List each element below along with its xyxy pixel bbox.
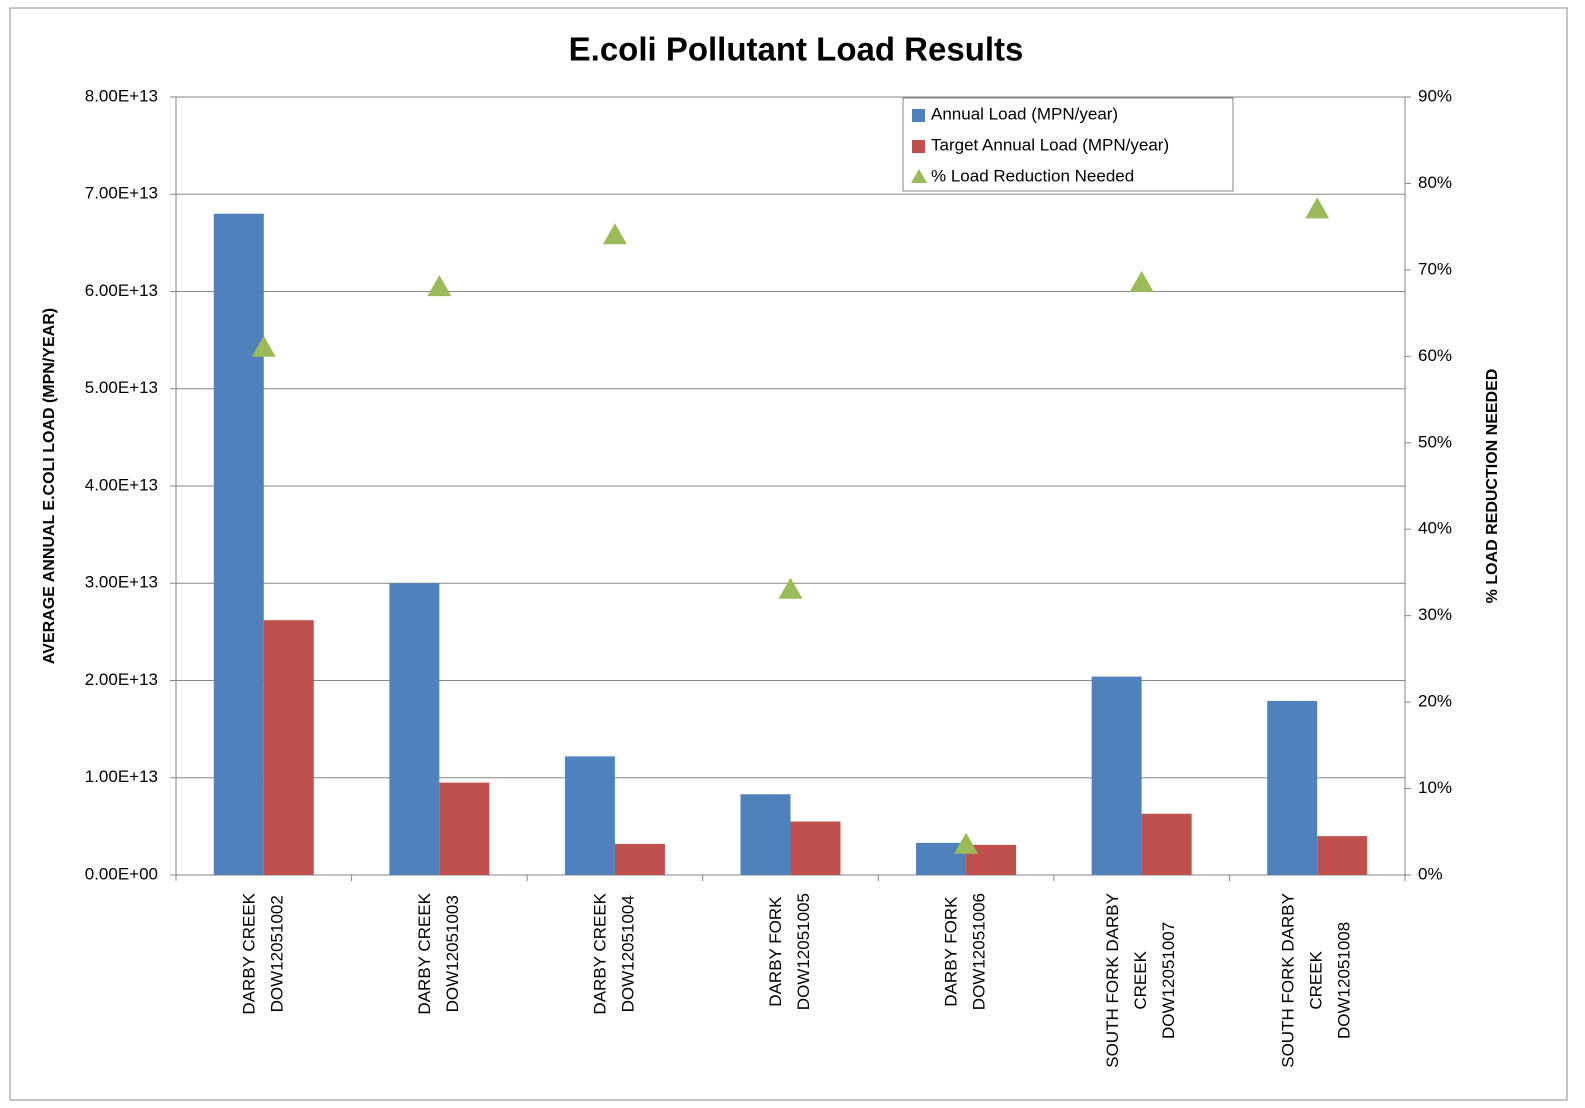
y2-tick-label: 60% (1418, 346, 1452, 365)
x-tick-label: DOW12051007 (1159, 922, 1178, 1039)
x-tick-label-group: SOUTH FORK DARBY CREEK DOW12051008 (1279, 893, 1354, 1068)
legend-swatch (912, 140, 925, 153)
y2-tick-label: 20% (1418, 692, 1452, 711)
bar (1091, 676, 1142, 875)
legend-box (902, 97, 1234, 192)
y2-tick-label: 40% (1418, 519, 1452, 538)
x-tick-label: SOUTH FORK DARBY (1279, 893, 1298, 1068)
y2-tick-label: 80% (1418, 173, 1452, 192)
chart-title: E.coli Pollutant Load Results (569, 31, 1024, 68)
x-tick-label: DARBY CREEK (590, 892, 609, 1014)
bar (213, 213, 264, 875)
y2-tick-label: 0% (1418, 864, 1443, 883)
x-tick-label-group: DARBY CREEK DOW12051002 (239, 892, 286, 1014)
y-tick-label: 8.00E+13 (85, 86, 158, 105)
bar (263, 620, 314, 875)
y2-axis-title: % LOAD REDUCTION NEEDED (1484, 369, 1501, 604)
x-tick-label: DOW12051006 (970, 893, 989, 1010)
bar (790, 821, 841, 875)
y2-tick-label: 90% (1418, 86, 1452, 105)
bar (1317, 836, 1368, 875)
x-tick-label: SOUTH FORK DARBY (1103, 893, 1122, 1068)
legend-label: % Load Reduction Needed (931, 166, 1134, 185)
y-tick-label: 4.00E+13 (85, 475, 158, 494)
legend-label: Target Annual Load (MPN/year) (931, 135, 1169, 154)
legend-swatch (911, 169, 927, 183)
bar (1141, 813, 1192, 875)
x-tick-label-group: DARBY CREEK DOW12051004 (590, 892, 637, 1014)
y2-tick-label: 70% (1418, 259, 1452, 278)
x-tick-label: DOW12051003 (443, 895, 462, 1012)
x-tick-label: CREEK (1131, 950, 1150, 1009)
x-tick-label-group: DARBY CREEK DOW12051003 (415, 892, 462, 1014)
triangle-marker (251, 335, 276, 357)
y-tick-label: 5.00E+13 (85, 378, 158, 397)
y-tick-label: 1.00E+13 (85, 767, 158, 786)
x-tick-label-group: DARBY FORK DOW12051006 (942, 893, 989, 1010)
x-tick-label: DOW12051004 (618, 895, 637, 1012)
x-tick-label-group: SOUTH FORK DARBY CREEK DOW12051007 (1103, 893, 1178, 1068)
triangle-marker (602, 223, 627, 245)
x-tick-label: DARBY FORK (942, 896, 961, 1007)
chart-border (9, 7, 1568, 1101)
bar (1267, 700, 1318, 875)
x-tick-label: DARBY CREEK (239, 892, 258, 1014)
y-tick-label: 6.00E+13 (85, 281, 158, 300)
triangle-marker (954, 832, 979, 854)
x-tick-label: CREEK (1307, 950, 1326, 1009)
triangle-marker (1305, 197, 1330, 219)
x-tick-label: DARBY CREEK (415, 892, 434, 1014)
y2-tick-label: 50% (1418, 432, 1452, 451)
y-tick-label: 2.00E+13 (85, 670, 158, 689)
triangle-marker (427, 275, 452, 297)
x-tick-label: DOW12051002 (267, 895, 286, 1012)
bar (439, 782, 490, 875)
bar (740, 794, 791, 875)
x-tick-label: DARBY FORK (766, 896, 785, 1007)
triangle-marker (1129, 270, 1154, 292)
bar (389, 583, 440, 875)
y2-tick-label: 10% (1418, 778, 1452, 797)
legend-label: Annual Load (MPN/year) (931, 104, 1118, 123)
y-tick-label: 3.00E+13 (85, 573, 158, 592)
bar (564, 756, 615, 875)
x-tick-label: DOW12051008 (1335, 922, 1354, 1039)
x-tick-label: DOW12051005 (794, 893, 813, 1010)
legend-swatch (912, 109, 925, 122)
y-tick-label: 7.00E+13 (85, 184, 158, 203)
x-tick-label-group: DARBY FORK DOW12051005 (766, 893, 813, 1010)
y-axis-title: AVERAGE ANNUAL E.COLI LOAD (MPN/YEAR) (41, 308, 58, 664)
y2-tick-label: 30% (1418, 605, 1452, 624)
bar (614, 843, 665, 875)
triangle-marker (778, 577, 803, 599)
y-tick-label: 0.00E+00 (85, 864, 158, 883)
